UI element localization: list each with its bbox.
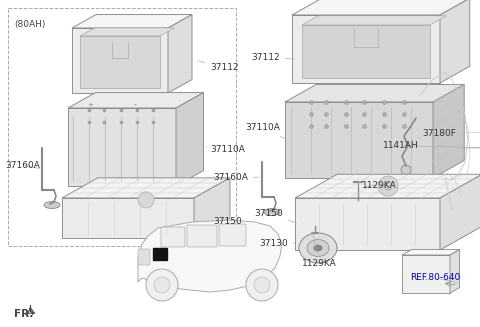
Text: FR.: FR. <box>14 309 34 319</box>
Bar <box>153 248 167 260</box>
Circle shape <box>378 176 398 196</box>
Polygon shape <box>80 36 160 88</box>
Circle shape <box>154 277 170 293</box>
Text: -: - <box>134 100 137 109</box>
Ellipse shape <box>314 245 322 251</box>
Text: 1129KA: 1129KA <box>302 233 337 267</box>
Polygon shape <box>292 0 470 15</box>
Ellipse shape <box>44 201 60 209</box>
Bar <box>8 8 236 246</box>
FancyBboxPatch shape <box>161 227 185 247</box>
Circle shape <box>138 192 154 208</box>
Polygon shape <box>433 84 464 178</box>
FancyBboxPatch shape <box>138 249 150 265</box>
Polygon shape <box>295 198 440 250</box>
Polygon shape <box>402 250 460 255</box>
Text: REF.80-640: REF.80-640 <box>410 273 460 283</box>
Polygon shape <box>168 15 192 93</box>
Polygon shape <box>402 255 450 293</box>
Text: (80AH): (80AH) <box>14 20 46 29</box>
Ellipse shape <box>355 200 361 204</box>
Polygon shape <box>194 178 230 238</box>
Text: 37130: 37130 <box>259 238 295 248</box>
Polygon shape <box>72 28 168 93</box>
Polygon shape <box>295 174 480 198</box>
Circle shape <box>401 165 411 175</box>
Polygon shape <box>285 84 464 102</box>
Polygon shape <box>176 93 204 186</box>
Polygon shape <box>302 25 430 78</box>
FancyBboxPatch shape <box>219 224 246 246</box>
Text: +: + <box>87 102 93 108</box>
Ellipse shape <box>264 209 280 215</box>
Text: 37150: 37150 <box>254 209 296 223</box>
Polygon shape <box>68 93 204 108</box>
Text: 37112: 37112 <box>198 61 239 73</box>
Polygon shape <box>62 198 194 238</box>
Text: 37110A: 37110A <box>245 124 286 139</box>
Text: 1141AH: 1141AH <box>383 142 419 150</box>
Circle shape <box>146 269 178 301</box>
Ellipse shape <box>307 239 329 256</box>
Polygon shape <box>62 178 230 198</box>
Polygon shape <box>292 15 440 83</box>
Polygon shape <box>72 15 192 28</box>
Text: 1129KA: 1129KA <box>362 181 397 190</box>
Polygon shape <box>440 174 480 250</box>
Polygon shape <box>285 102 433 178</box>
Polygon shape <box>440 0 470 83</box>
Polygon shape <box>68 108 176 186</box>
Circle shape <box>384 182 392 190</box>
Circle shape <box>246 269 278 301</box>
Text: 37112: 37112 <box>252 54 294 62</box>
Text: 37110A: 37110A <box>206 146 245 154</box>
Circle shape <box>254 277 270 293</box>
FancyBboxPatch shape <box>187 225 217 247</box>
Polygon shape <box>80 28 174 36</box>
Text: 37160A: 37160A <box>213 174 259 182</box>
Polygon shape <box>450 250 460 293</box>
Ellipse shape <box>299 233 337 263</box>
Text: 37160A: 37160A <box>5 161 40 169</box>
Text: 37150: 37150 <box>213 217 242 227</box>
Text: 37180F: 37180F <box>418 129 456 138</box>
Polygon shape <box>138 220 282 292</box>
Polygon shape <box>302 16 446 25</box>
